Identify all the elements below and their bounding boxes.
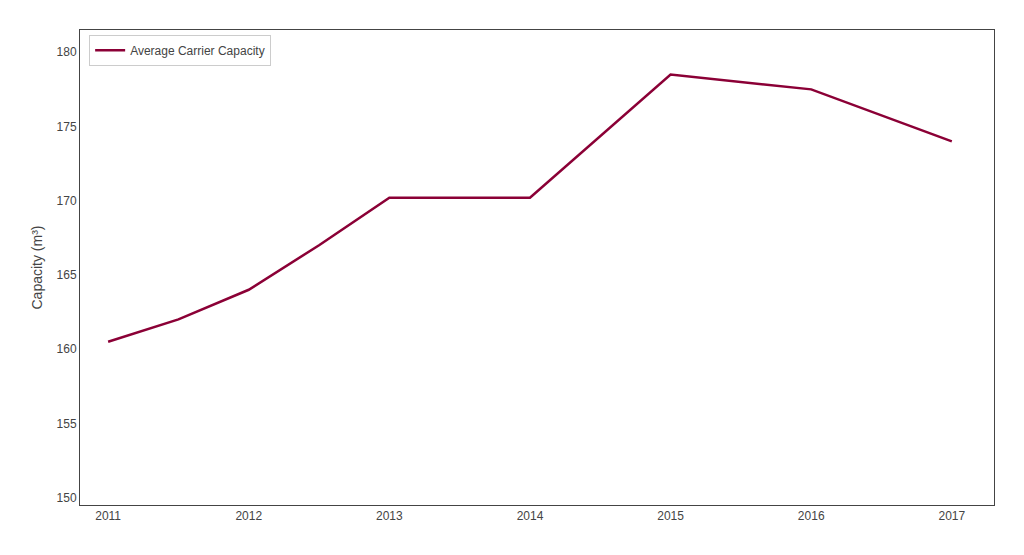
svg-text:155: 155 [57, 417, 77, 431]
svg-text:2011: 2011 [95, 509, 121, 523]
svg-text:2013: 2013 [376, 509, 403, 523]
svg-text:2014: 2014 [517, 509, 544, 523]
svg-text:175: 175 [57, 120, 77, 134]
svg-text:180: 180 [57, 45, 77, 59]
svg-text:150: 150 [57, 491, 77, 505]
svg-text:Average Carrier Capacity: Average Carrier Capacity [130, 44, 265, 58]
svg-text:Capacity (m³): Capacity (m³) [29, 225, 45, 309]
svg-text:160: 160 [57, 342, 77, 356]
svg-text:2012: 2012 [235, 509, 262, 523]
svg-text:2017: 2017 [938, 509, 965, 523]
svg-text:165: 165 [57, 268, 77, 282]
svg-text:2016: 2016 [798, 509, 825, 523]
svg-text:2015: 2015 [657, 509, 684, 523]
svg-text:170: 170 [57, 194, 77, 208]
